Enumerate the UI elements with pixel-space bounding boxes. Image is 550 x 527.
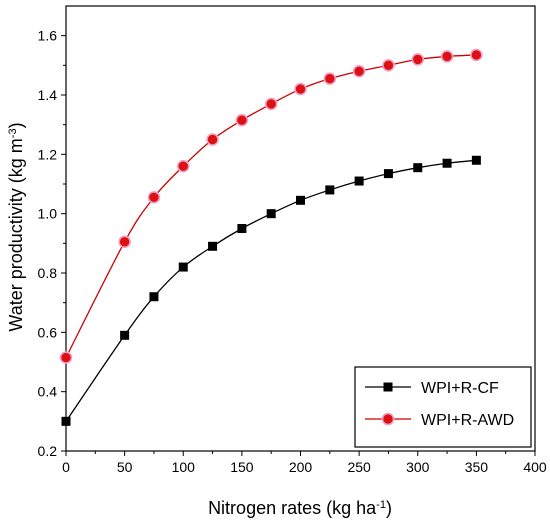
y-tick-label: 0.4 [38,384,58,400]
data-point-square [266,209,276,219]
data-point-circle [470,48,483,62]
legend-marker-circle [381,412,395,426]
y-axis-title-main: Water productivity (kg m [6,138,26,331]
series-2 [59,48,483,364]
x-axis-title: Nitrogen rates (kg ha-1) [208,498,392,518]
data-point-circle [235,113,249,127]
data-point-square [61,416,71,426]
x-tick-label: 50 [117,459,133,475]
data-point-circle [264,97,278,111]
data-point-square [354,176,364,186]
y-tick-label: 0.6 [38,324,58,340]
data-point-circle [147,191,161,204]
legend-label: WPI+R-AWD [421,412,514,429]
data-point-square [413,163,423,173]
data-point-square [149,292,159,302]
data-point-square [208,241,218,251]
x-axis-title-end: ) [386,498,392,518]
data-point-square [237,224,247,233]
data-point-circle [206,133,219,146]
y-axis-title: Water productivity (kg m-3) [6,122,26,331]
legend-label: WPI+R-CF [421,380,499,397]
x-tick-label: 200 [289,459,313,475]
x-axis-title-superscript: -1 [376,499,386,511]
data-point-circle [323,72,337,85]
data-point-square [178,262,188,272]
data-point-square [471,155,481,165]
data-point-circle [411,53,425,66]
data-point-circle [294,82,307,96]
legend: WPI+R-CF WPI+R-AWD [354,366,532,448]
data-point-square [296,195,305,205]
y-tick-label: 1.0 [38,206,58,222]
axes-group: 0 50 100 150 200 250 300 350 400 0.2 0.4 0.6 0.8 1.0 1… [38,5,547,475]
x-tick-label: 400 [523,459,547,475]
y-tick-label: 1.4 [38,87,58,103]
legend-box [354,366,532,448]
data-point-circle [440,50,454,63]
x-tick-label: 250 [347,459,371,475]
data-point-square [325,185,335,195]
data-point-circle [382,59,395,72]
x-tick-label: 350 [465,459,489,475]
y-axis-title-end: ) [6,122,26,128]
series-group [59,48,483,426]
y-axis-title-superscript: -3 [7,128,19,138]
data-point-circle [352,64,366,78]
x-tick-label: 150 [230,459,254,475]
data-point-circle [118,235,131,249]
data-point-square [120,330,130,340]
y-tick-label: 1.6 [38,28,58,44]
legend-marker-square [383,382,393,392]
y-tick-label: 0.8 [38,265,58,281]
y-tick-label: 1.2 [38,146,58,162]
x-axis-title-main: Nitrogen rates (kg ha [208,498,377,518]
x-tick-label: 100 [172,459,196,475]
data-point-square [383,169,393,179]
data-point-square [442,158,452,168]
x-tick-label: 0 [62,459,70,475]
x-tick-label: 300 [406,459,430,475]
data-point-circle [59,351,73,364]
data-point-circle [176,159,190,173]
series-1 [61,155,481,426]
y-tick-label: 0.2 [38,443,58,459]
